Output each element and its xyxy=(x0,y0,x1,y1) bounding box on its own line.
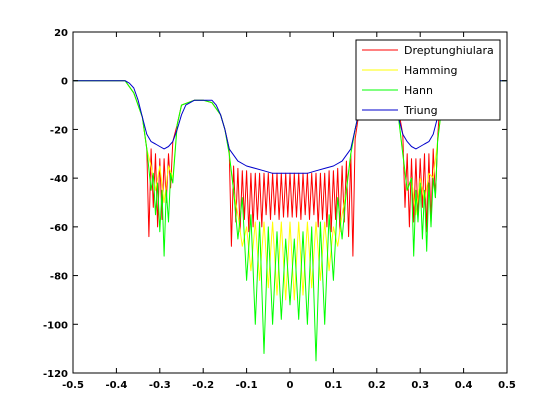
x-tick-label: -0.5 xyxy=(62,380,84,391)
y-tick-labels: 20 0 -20 -40 -60 -80 -100 -120 xyxy=(43,28,68,380)
y-tick-label: -60 xyxy=(50,223,68,234)
x-tick-label: -0.3 xyxy=(149,380,171,391)
legend-box xyxy=(355,39,501,121)
x-tick-label: -0.2 xyxy=(192,380,214,391)
x-tick-label: 0.5 xyxy=(498,380,516,391)
y-tick-label: -100 xyxy=(43,320,68,331)
legend-label: Hamming xyxy=(404,64,457,77)
series-line-hann xyxy=(73,80,507,362)
legend-label: Dreptunghiulara xyxy=(404,44,494,57)
legend-label: Triung xyxy=(403,104,438,117)
y-tick-label: -120 xyxy=(43,369,68,380)
x-tick-labels: -0.5 -0.4 -0.3 -0.2 -0.1 0 0.1 0.2 0.3 0.4 0.5 xyxy=(62,380,516,391)
series-line-triung xyxy=(73,80,507,174)
y-tick-label: -80 xyxy=(50,272,68,283)
y-tick-label: -40 xyxy=(50,174,68,185)
x-tick-label: 0.3 xyxy=(411,380,429,391)
legend: Dreptunghiulara Hamming Hann Triung xyxy=(355,39,501,121)
y-tick-label: 20 xyxy=(54,28,68,39)
x-tick-label: -0.4 xyxy=(105,380,127,391)
x-tick-label: -0.1 xyxy=(236,380,258,391)
y-tick-label: -20 xyxy=(50,125,68,136)
legend-label: Hann xyxy=(404,84,433,97)
series-layer xyxy=(73,80,507,362)
x-tick-label: 0.1 xyxy=(325,380,343,391)
y-tick-label: 0 xyxy=(61,77,68,88)
x-tick-label: 0.4 xyxy=(455,380,473,391)
ticks-layer xyxy=(72,31,508,374)
x-tick-label: 0 xyxy=(287,380,294,391)
x-tick-label: 0.2 xyxy=(368,380,386,391)
